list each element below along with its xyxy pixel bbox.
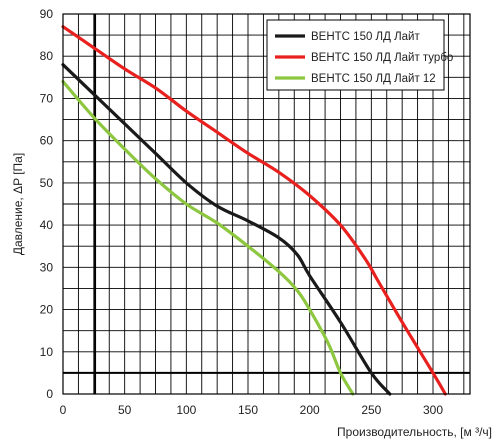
y-tick-label: 50 xyxy=(40,176,54,190)
x-tick-label: 150 xyxy=(238,403,258,417)
y-tick-label: 40 xyxy=(40,218,54,232)
x-tick-label: 50 xyxy=(118,403,132,417)
legend: ВЕНТС 150 ЛД Лайт ВЕНТС 150 ЛД Лайт турбо… xyxy=(266,19,453,91)
x-tick-label: 300 xyxy=(423,403,443,417)
y-tick-label: 60 xyxy=(40,134,54,148)
y-tick-label: 0 xyxy=(46,387,53,401)
tick-labels: 0 50 100 150 200 250 300 0 10 20 30 40 50 60 70 80 90 xyxy=(40,7,444,417)
y-tick-label: 30 xyxy=(40,260,54,274)
y-axis-title: Давление, ΔP [Па] xyxy=(11,153,25,255)
y-tick-label: 10 xyxy=(40,345,54,359)
legend-label: ВЕНТС 150 ЛД Лайт xyxy=(311,31,420,43)
legend-label: ВЕНТС 150 ЛД Лайт турбо xyxy=(311,52,453,64)
grid xyxy=(63,14,470,394)
x-tick-label: 100 xyxy=(176,403,196,417)
series-line-lait-12 xyxy=(61,80,355,396)
series-line-lait-turbo xyxy=(61,25,447,396)
x-axis-title: Производительность, [м ³/ч] xyxy=(337,425,492,439)
plot-frame xyxy=(62,13,471,395)
series-line-lait xyxy=(61,63,392,396)
y-tick-label: 90 xyxy=(40,7,54,21)
x-tick-label: 200 xyxy=(300,403,320,417)
y-tick-label: 20 xyxy=(40,303,54,317)
series-layer xyxy=(61,25,447,396)
legend-label: ВЕНТС 150 ЛД Лайт 12 xyxy=(311,73,436,85)
y-tick-label: 80 xyxy=(40,49,54,63)
y-tick-label: 70 xyxy=(40,91,54,105)
x-tick-label: 250 xyxy=(361,403,381,417)
x-tick-label: 0 xyxy=(60,403,67,417)
